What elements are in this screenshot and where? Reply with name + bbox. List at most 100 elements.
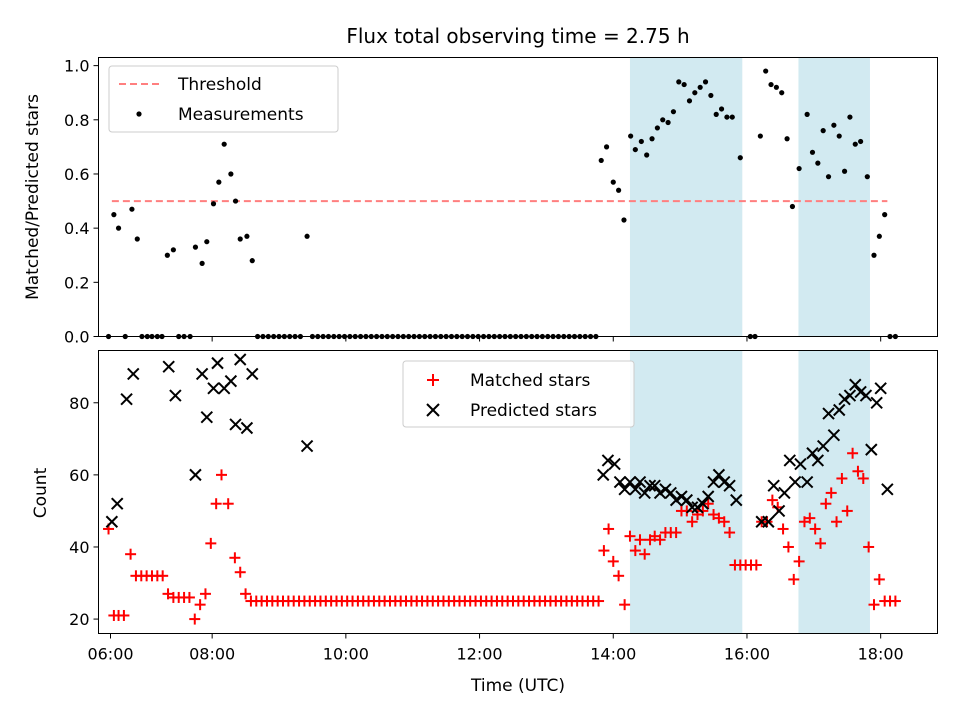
predicted-star-point	[865, 443, 878, 456]
measurement-point	[882, 212, 888, 218]
predicted-star-point	[806, 447, 819, 460]
matched-star-point	[852, 465, 864, 477]
measurement-point	[610, 179, 616, 185]
bottom-y-axis-label: Count	[31, 467, 51, 518]
y-tick-label: 0.2	[64, 273, 89, 292]
top-legend-box	[108, 65, 339, 133]
predicted-star-point	[211, 356, 224, 370]
y-tick-label: 0.8	[64, 111, 89, 130]
predicted-star-point	[838, 392, 851, 406]
predicted-star-point	[691, 501, 704, 514]
bottom-panel: 20 40 60 80 06:00 08:00 10:00 12:00 14:00 16:00 1…	[31, 350, 938, 696]
x-tick-label: 06:00	[87, 645, 133, 664]
matched-star-point	[863, 541, 875, 553]
predicted-star-point	[675, 490, 688, 503]
bottom-axes-frame	[98, 350, 938, 634]
legend-matched-label: Matched stars	[470, 371, 590, 391]
matched-star-point	[222, 498, 234, 510]
predicted-star-point	[127, 367, 140, 381]
measurement-point	[718, 106, 725, 112]
predicted-star-point	[648, 479, 661, 492]
predicted-star-point	[767, 479, 780, 492]
matched-stars-points	[103, 447, 901, 625]
measurement-point	[831, 122, 837, 128]
predicted-star-point	[229, 418, 242, 431]
measurement-points	[105, 68, 898, 340]
matched-star-point	[841, 505, 853, 517]
measurement-point	[702, 79, 709, 85]
top-y-ticks: 0.0 0.2 0.4 0.6 0.8 1.0	[64, 57, 99, 347]
y-tick-label: 1.0	[64, 57, 89, 76]
predicted-star-point	[633, 475, 647, 489]
matched-star-point	[240, 588, 252, 600]
predicted-star-point	[762, 515, 775, 528]
matched-star-point	[593, 595, 605, 607]
top-axes-frame	[98, 57, 938, 337]
predicted-star-point	[696, 497, 710, 510]
predicted-star-point	[659, 483, 672, 496]
matched-star-point	[216, 469, 228, 481]
matched-star-point	[629, 545, 641, 557]
measurement-point	[129, 206, 135, 212]
measurement-point	[841, 168, 848, 174]
y-tick-label: 20	[69, 610, 89, 629]
predicted-star-point	[778, 486, 791, 500]
measurement-point	[304, 233, 310, 239]
predicted-star-point	[601, 454, 615, 467]
legend-measurements-swatch	[136, 111, 142, 117]
matched-star-point	[815, 537, 827, 549]
measurement-point	[221, 141, 227, 147]
matched-star-point	[670, 527, 682, 539]
predicted-star-point	[664, 486, 677, 500]
matched-star-point	[857, 472, 869, 484]
predicted-star-point	[613, 475, 627, 489]
measurement-point	[164, 252, 170, 258]
predicted-star-point	[669, 493, 683, 507]
measurement-point	[603, 144, 610, 150]
matched-star-point	[750, 559, 762, 571]
matched-star-point	[836, 472, 848, 484]
measurement-point	[616, 187, 622, 193]
measurement-point	[784, 136, 790, 142]
predicted-star-point	[833, 403, 846, 417]
predicted-star-point	[718, 475, 731, 489]
y-tick-label: 0.6	[64, 165, 89, 184]
predicted-star-point	[300, 439, 314, 453]
measurement-point	[199, 260, 205, 266]
measurement-point	[632, 146, 638, 153]
bottom-legend: Matched stars Predicted stars	[402, 360, 635, 428]
y-tick-label: 40	[69, 538, 89, 557]
matched-star-point	[157, 570, 169, 582]
measurement-point	[697, 84, 703, 90]
predicted-star-point	[723, 479, 736, 492]
measurement-point	[228, 171, 234, 177]
y-tick-label: 0.0	[64, 328, 89, 347]
x-tick-label: 10:00	[323, 645, 369, 664]
top-title: Flux total observing time = 2.75 h	[346, 24, 689, 48]
predicted-star-point	[707, 475, 720, 489]
measurement-point	[111, 212, 117, 218]
predicted-star-point	[680, 493, 694, 507]
x-tick-label: 12:00	[457, 645, 503, 664]
predicted-star-point	[849, 378, 862, 391]
top-shaded-regions	[629, 57, 870, 337]
matched-star-point	[766, 494, 778, 506]
measurement-point	[796, 165, 802, 172]
x-tick-label: 16:00	[724, 645, 770, 664]
matched-star-point	[820, 498, 832, 510]
measurement-point	[724, 114, 730, 120]
predicted-star-point	[816, 439, 830, 453]
predicted-star-point	[623, 475, 637, 489]
matched-star-point	[686, 516, 698, 528]
x-axis-label: Time (UTC)	[470, 676, 565, 696]
matched-star-point	[681, 505, 693, 517]
measurement-point	[815, 160, 821, 166]
measurement-point	[858, 138, 864, 145]
measurement-point	[708, 92, 714, 99]
matched-star-point	[788, 573, 800, 585]
matched-star-point	[210, 498, 222, 510]
matched-star-point	[183, 591, 195, 603]
measurement-point	[768, 81, 774, 88]
matched-star-point	[724, 527, 736, 539]
measurement-point	[773, 84, 779, 90]
